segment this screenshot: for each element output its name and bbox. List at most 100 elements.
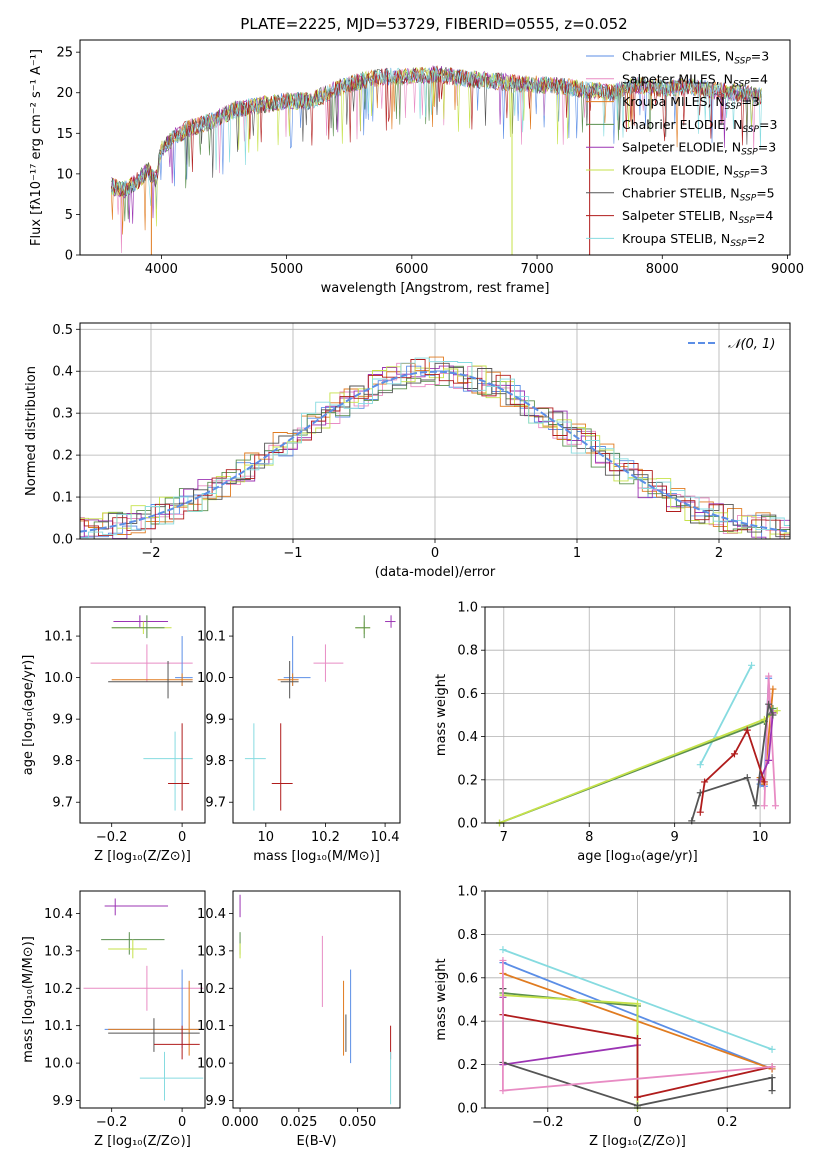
x-tick-label: 0 [633, 1115, 641, 1130]
panel-spectrum: 4000 5000 6000 7000 8000 9000 0 5 10 15 20 25 wavele… [29, 39, 804, 296]
y-tick-label: 9.8 [52, 754, 73, 769]
x-tick-label: −0.2 [532, 1115, 564, 1130]
axes-frame [484, 606, 791, 824]
legend-label: Kroupa ELODIE, NSSP=3 [622, 163, 768, 181]
y-tick-label: 0.0 [457, 1102, 478, 1117]
x-tick-label: 5000 [270, 262, 303, 277]
y-tick-label: 0.0 [52, 533, 73, 548]
y-tick-label: 10.1 [197, 630, 226, 645]
weight-point [769, 685, 777, 693]
y-tick-label: 0.3 [52, 407, 73, 422]
x-tick-label: 9000 [771, 262, 804, 277]
weight-point [768, 1087, 776, 1095]
x-axis-label: E(B-V) [296, 1134, 336, 1149]
x-tick-label: 0.2 [717, 1115, 738, 1130]
weight-point [768, 1063, 776, 1071]
y-tick-label: 0.1 [52, 491, 73, 506]
axes-frame [79, 322, 791, 540]
y-tick-label: 10.1 [44, 1019, 73, 1034]
weight-point [748, 661, 756, 669]
x-tick-label: 9 [671, 830, 679, 845]
weight-point [499, 956, 507, 964]
x-axis-label: Z [log₁₀(Z/Z⊙)] [94, 1134, 191, 1149]
panel-Z-vs-mass: −0.2 0 9.9 10.0 10.1 10.2 10.3 10.4 Z [log₁₀(Z/Z… [21, 890, 206, 1149]
legend-label: Salpeter MILES, NSSP=4 [622, 71, 768, 89]
y-tick-label: 0.4 [457, 730, 478, 745]
weight-point [765, 756, 773, 764]
y-tick-label: 10.2 [197, 982, 226, 997]
x-axis-label: wavelength [Angstrom, rest frame] [321, 281, 550, 296]
y-tick-label: 9.9 [52, 713, 73, 728]
weight-point [634, 1000, 641, 1008]
weight-line [499, 709, 778, 824]
weight-point [743, 726, 751, 734]
weight-line [690, 703, 774, 822]
panel-mass-vs-age: 10 10.2 10.4 9.7 9.8 9.9 10.0 10.1 mass [log₁₀(M… [197, 606, 401, 864]
y-tick-label: 10.1 [197, 1019, 226, 1034]
x-axis-label: Z [log₁₀(Z/Z⊙)] [589, 1134, 686, 1149]
weight-point [768, 1045, 776, 1053]
weight-line [502, 1013, 773, 1099]
y-tick-label: 10.0 [44, 1057, 73, 1072]
y-axis-label: mass [log₁₀(M/M⊙)] [21, 936, 36, 1063]
x-tick-label: 7000 [521, 262, 554, 277]
y-tick-label: 0.5 [52, 323, 73, 338]
weight-point [696, 808, 704, 816]
y-axis-label: mass weight [434, 958, 449, 1040]
y-tick-label: 10.0 [197, 1057, 226, 1072]
axes-frame [232, 890, 401, 1109]
y-tick-label: 10.2 [44, 982, 73, 997]
y-axis-label: age [log₁₀(age/yr)] [21, 655, 36, 776]
weight-point [701, 778, 709, 786]
weight-point [760, 802, 768, 810]
x-tick-label: 10 [258, 830, 275, 845]
x-tick-label: 0.025 [280, 1115, 317, 1130]
y-tick-label: 0.2 [457, 773, 478, 788]
x-tick-label: 0 [178, 830, 186, 845]
x-axis-label: (data-model)/error [375, 565, 496, 580]
axes-frame [484, 890, 791, 1109]
y-tick-label: 0.4 [457, 1015, 478, 1030]
y-tick-label: 1.0 [457, 885, 478, 900]
legend-label: Salpeter ELODIE, NSSP=3 [622, 140, 776, 158]
weight-line [502, 992, 639, 1108]
legend-label: Kroupa STELIB, NSSP=2 [622, 231, 765, 249]
weight-point [730, 750, 738, 758]
y-tick-label: 0.8 [457, 644, 478, 659]
legend-label: Kroupa MILES, NSSP=3 [622, 94, 760, 112]
y-tick-label: 0.6 [457, 687, 478, 702]
y-tick-label: 0.8 [457, 928, 478, 943]
y-tick-label: 0.4 [52, 365, 73, 380]
y-tick-label: 0 [65, 249, 73, 264]
x-tick-label: 8 [585, 830, 593, 845]
legend-label: Chabrier MILES, NSSP=3 [622, 49, 769, 67]
x-tick-label: 7 [500, 830, 508, 845]
x-tick-label: −0.2 [96, 830, 128, 845]
weight-line [502, 994, 639, 1108]
weight-point [634, 1093, 641, 1101]
y-tick-label: 0.0 [457, 817, 478, 832]
x-tick-label: 0 [431, 546, 439, 561]
x-tick-label: 1 [573, 546, 581, 561]
weight-point [760, 778, 768, 786]
x-tick-label: −2 [141, 546, 160, 561]
weight-line [499, 708, 774, 824]
axes-frame [79, 606, 206, 824]
legend-label: Chabrier STELIB, NSSP=5 [622, 185, 775, 203]
x-axis-label: age [log₁₀(age/yr)] [577, 849, 698, 864]
y-tick-label: 10.0 [197, 671, 226, 686]
legend-label: 𝒩(0, 1) [728, 337, 775, 352]
y-tick-label: 10.3 [44, 944, 73, 959]
y-tick-label: 10.4 [197, 907, 226, 922]
y-axis-label: Flux [fλ10⁻¹⁷ erg cm⁻² s⁻¹ A⁻¹] [29, 49, 44, 246]
x-tick-label: 0.000 [221, 1115, 258, 1130]
y-tick-label: 0.2 [457, 1058, 478, 1073]
panel-Z-vs-mass-weight: −0.2 0 0.2 0.0 0.2 0.4 0.6 0.8 1.0 Z [log₁₀(Z/Z⊙)… [434, 885, 791, 1149]
axes-frame [79, 890, 206, 1109]
panel-age-vs-mass-weight: 7 8 9 10 0.0 0.2 0.4 0.6 0.8 1.0 age [log₁₀(age/yr… [434, 601, 791, 864]
weight-point [752, 802, 760, 810]
x-tick-label: 10 [752, 830, 769, 845]
weight-line [502, 948, 773, 1051]
y-tick-label: 20 [56, 86, 73, 101]
y-tick-label: 25 [56, 46, 73, 61]
